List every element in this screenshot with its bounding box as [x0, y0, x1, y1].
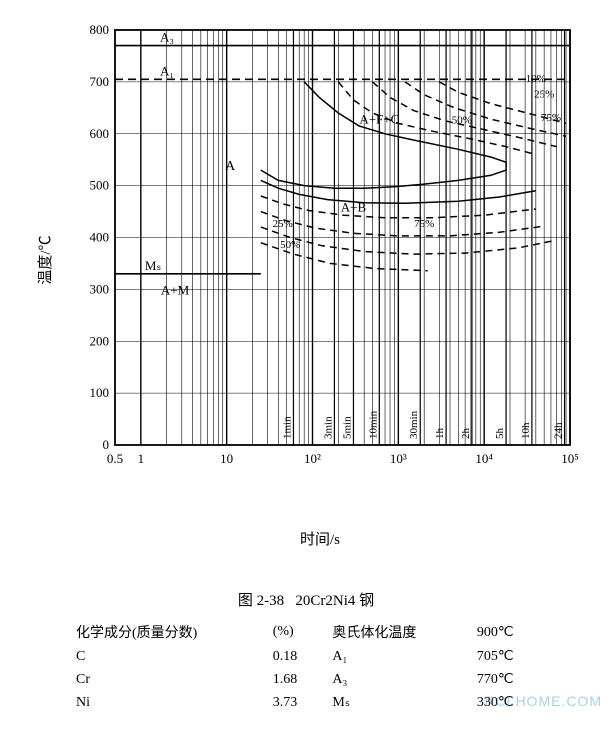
param-cell: Mₛ — [324, 692, 466, 713]
svg-text:800: 800 — [90, 22, 110, 37]
svg-text:5min: 5min — [341, 416, 353, 439]
svg-text:10h: 10h — [520, 422, 532, 439]
svg-text:50%: 50% — [280, 239, 300, 251]
comp-header-left: 化学成分(质量分数) — [68, 620, 263, 644]
value-cell: 0.18 — [265, 646, 323, 667]
svg-text:500: 500 — [90, 178, 110, 193]
param-value-cell: 705℃ — [469, 646, 544, 667]
svg-text:A+F+C: A+F+C — [359, 111, 399, 126]
svg-text:300: 300 — [90, 281, 110, 296]
composition-table: 化学成分(质量分数) (%) 奥氏体化温度 900℃ C0.18A₁705℃Cr… — [66, 618, 546, 715]
svg-text:10²: 10² — [304, 451, 321, 466]
svg-text:10min: 10min — [367, 410, 379, 439]
chart-svg: 0 100 200 300 400 500 600 700 800 0.5 1 10 10² 10³ 10⁴… — [60, 20, 580, 500]
svg-text:24h: 24h — [553, 422, 565, 439]
svg-text:10⁵: 10⁵ — [561, 451, 579, 466]
svg-text:10: 10 — [220, 451, 233, 466]
svg-text:A₁: A₁ — [160, 63, 174, 78]
value-cell: 3.73 — [265, 692, 323, 713]
svg-text:5h: 5h — [494, 428, 506, 440]
element-cell: Cr — [68, 669, 194, 690]
param-cell: A₃ — [324, 669, 466, 690]
svg-text:1: 1 — [138, 451, 145, 466]
element-cell: C — [68, 646, 194, 667]
svg-text:A: A — [225, 159, 236, 174]
y-axis-label: 温度/℃ — [34, 235, 55, 284]
svg-text:Mₛ: Mₛ — [145, 258, 162, 273]
svg-text:25%: 25% — [273, 218, 293, 230]
svg-text:A+M: A+M — [161, 283, 190, 298]
svg-text:10%: 10% — [526, 73, 546, 85]
svg-text:0.5: 0.5 — [107, 451, 123, 466]
svg-text:30min: 30min — [408, 410, 420, 439]
svg-text:50%: 50% — [452, 114, 472, 126]
table-row: C 0.18A₁705℃ — [68, 646, 544, 667]
ttt-chart: 温度/℃ 01002003004005006007008000.511010²1… — [60, 20, 580, 500]
svg-text:A₃: A₃ — [160, 30, 174, 45]
table-row: Cr 1.68A₃770℃ — [68, 669, 544, 690]
param-cell: A₁ — [324, 646, 466, 667]
svg-text:75%: 75% — [541, 112, 561, 124]
svg-text:700: 700 — [90, 74, 110, 89]
material-name: 20Cr2Ni4 钢 — [295, 593, 374, 609]
figure-number: 图 2-38 — [238, 593, 284, 609]
svg-text:600: 600 — [90, 126, 110, 141]
svg-text:25%: 25% — [534, 88, 554, 100]
param-value-cell: 330℃ — [469, 692, 544, 713]
comp-header-pct: (%) — [265, 620, 323, 644]
svg-text:1min: 1min — [281, 416, 293, 439]
param-value-cell: 770℃ — [469, 669, 544, 690]
svg-text:400: 400 — [90, 230, 110, 245]
svg-text:2h: 2h — [460, 428, 472, 440]
value-cell: 1.68 — [265, 669, 323, 690]
svg-text:0: 0 — [103, 437, 110, 452]
svg-text:1h: 1h — [434, 428, 446, 440]
aust-temp: 900℃ — [469, 620, 544, 644]
x-axis-label: 时间/s — [60, 528, 580, 549]
svg-text:100: 100 — [90, 385, 110, 400]
svg-text:10³: 10³ — [390, 451, 407, 466]
figure-caption: 图 2-38 20Cr2Ni4 钢 — [20, 589, 592, 610]
table-row: Ni 3.73Mₛ330℃ — [68, 692, 544, 713]
svg-text:75%: 75% — [414, 218, 434, 230]
svg-text:3min: 3min — [322, 416, 334, 439]
element-cell: Ni — [68, 692, 194, 713]
svg-text:A+B: A+B — [341, 200, 367, 215]
svg-text:10⁴: 10⁴ — [475, 451, 493, 466]
svg-text:200: 200 — [90, 333, 110, 348]
comp-header-right: 奥氏体化温度 — [324, 620, 466, 644]
